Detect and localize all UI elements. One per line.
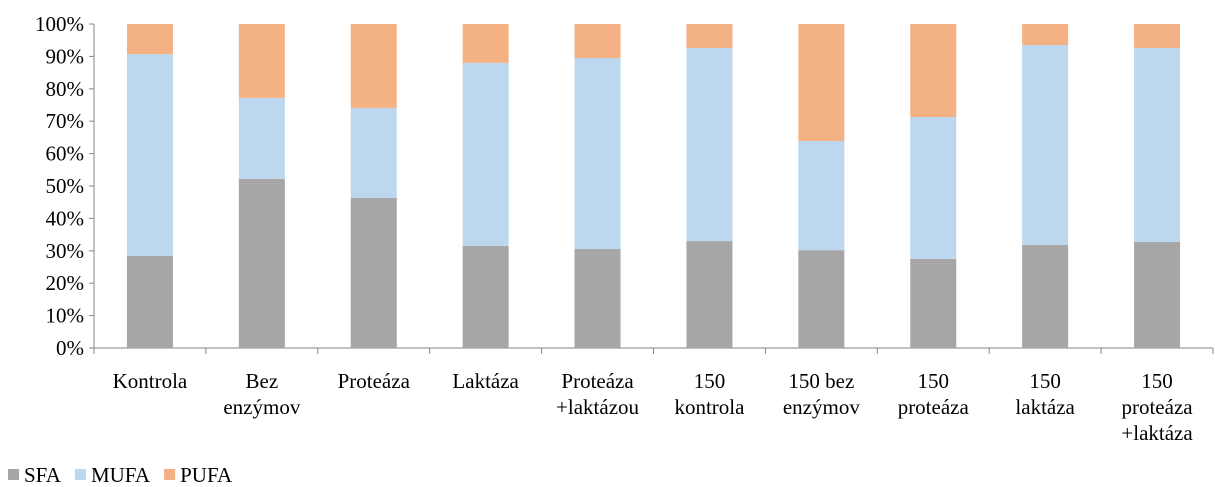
- bar-segment: [462, 62, 509, 246]
- y-tick-label: 50%: [46, 174, 85, 198]
- y-tick-label: 10%: [46, 304, 85, 328]
- bar-segment: [1134, 47, 1181, 243]
- legend-label: SFA: [24, 463, 62, 487]
- bar-segment: [350, 24, 397, 108]
- bar-segment: [126, 54, 173, 256]
- bar-segment: [462, 24, 509, 63]
- x-tick-label: 150 bez enzýmov: [783, 369, 860, 419]
- y-tick-label: 70%: [46, 109, 85, 133]
- y-tick-label: 40%: [46, 206, 85, 230]
- y-tick-label: 30%: [46, 239, 85, 263]
- y-tick-label: 80%: [46, 77, 85, 101]
- bar-segment: [574, 24, 621, 59]
- y-tick-label: 0%: [56, 336, 84, 360]
- x-tick-label: Proteáza: [338, 369, 411, 393]
- bar-segment: [1134, 242, 1181, 348]
- bar-segment: [574, 58, 621, 249]
- bar-segment: [350, 107, 397, 198]
- bar-segment: [686, 241, 733, 348]
- y-tick-label: 90%: [46, 44, 85, 68]
- bar-segment: [798, 140, 845, 251]
- bar-segment: [462, 245, 509, 348]
- bar-segment: [1134, 24, 1181, 48]
- bar-segment: [1022, 45, 1069, 245]
- bar-segment: [238, 24, 285, 98]
- legend-label: PUFA: [180, 463, 233, 487]
- legend-swatch: [164, 469, 176, 480]
- bar-segment: [798, 24, 845, 141]
- bar-segment: [238, 97, 285, 179]
- bar-segment: [350, 197, 397, 348]
- x-tick-label: 150 proteáza +laktáza: [1121, 369, 1193, 445]
- x-tick-label: 150 kontrola: [674, 369, 745, 419]
- y-tick-label: 100%: [35, 12, 84, 36]
- x-tick-label: 150 laktáza: [1015, 369, 1075, 419]
- bar-segment: [238, 178, 285, 348]
- legend-swatch: [74, 469, 86, 480]
- bar-segment: [910, 116, 957, 259]
- bar-segment: [574, 248, 621, 348]
- x-tick-label: Laktáza: [452, 369, 519, 393]
- x-tick-label: Bez enzýmov: [223, 369, 300, 419]
- y-tick-label: 60%: [46, 142, 85, 166]
- x-tick-label: Kontrola: [113, 369, 188, 393]
- y-tick-label: 20%: [46, 271, 85, 295]
- bar-segment: [1022, 24, 1069, 46]
- bar-segment: [126, 255, 173, 348]
- legend-swatch: [8, 469, 19, 480]
- bar-segment: [1022, 244, 1069, 348]
- bar-segment: [126, 24, 173, 55]
- bar-segment: [686, 47, 733, 242]
- x-tick-label: Proteáza +laktázou: [556, 369, 639, 419]
- legend-label: MUFA: [91, 463, 151, 487]
- bar-segment: [910, 258, 957, 348]
- x-tick-label: 150 proteáza: [898, 369, 970, 419]
- bar-segment: [798, 250, 845, 348]
- bar-segment: [910, 24, 957, 117]
- bar-segment: [686, 24, 733, 48]
